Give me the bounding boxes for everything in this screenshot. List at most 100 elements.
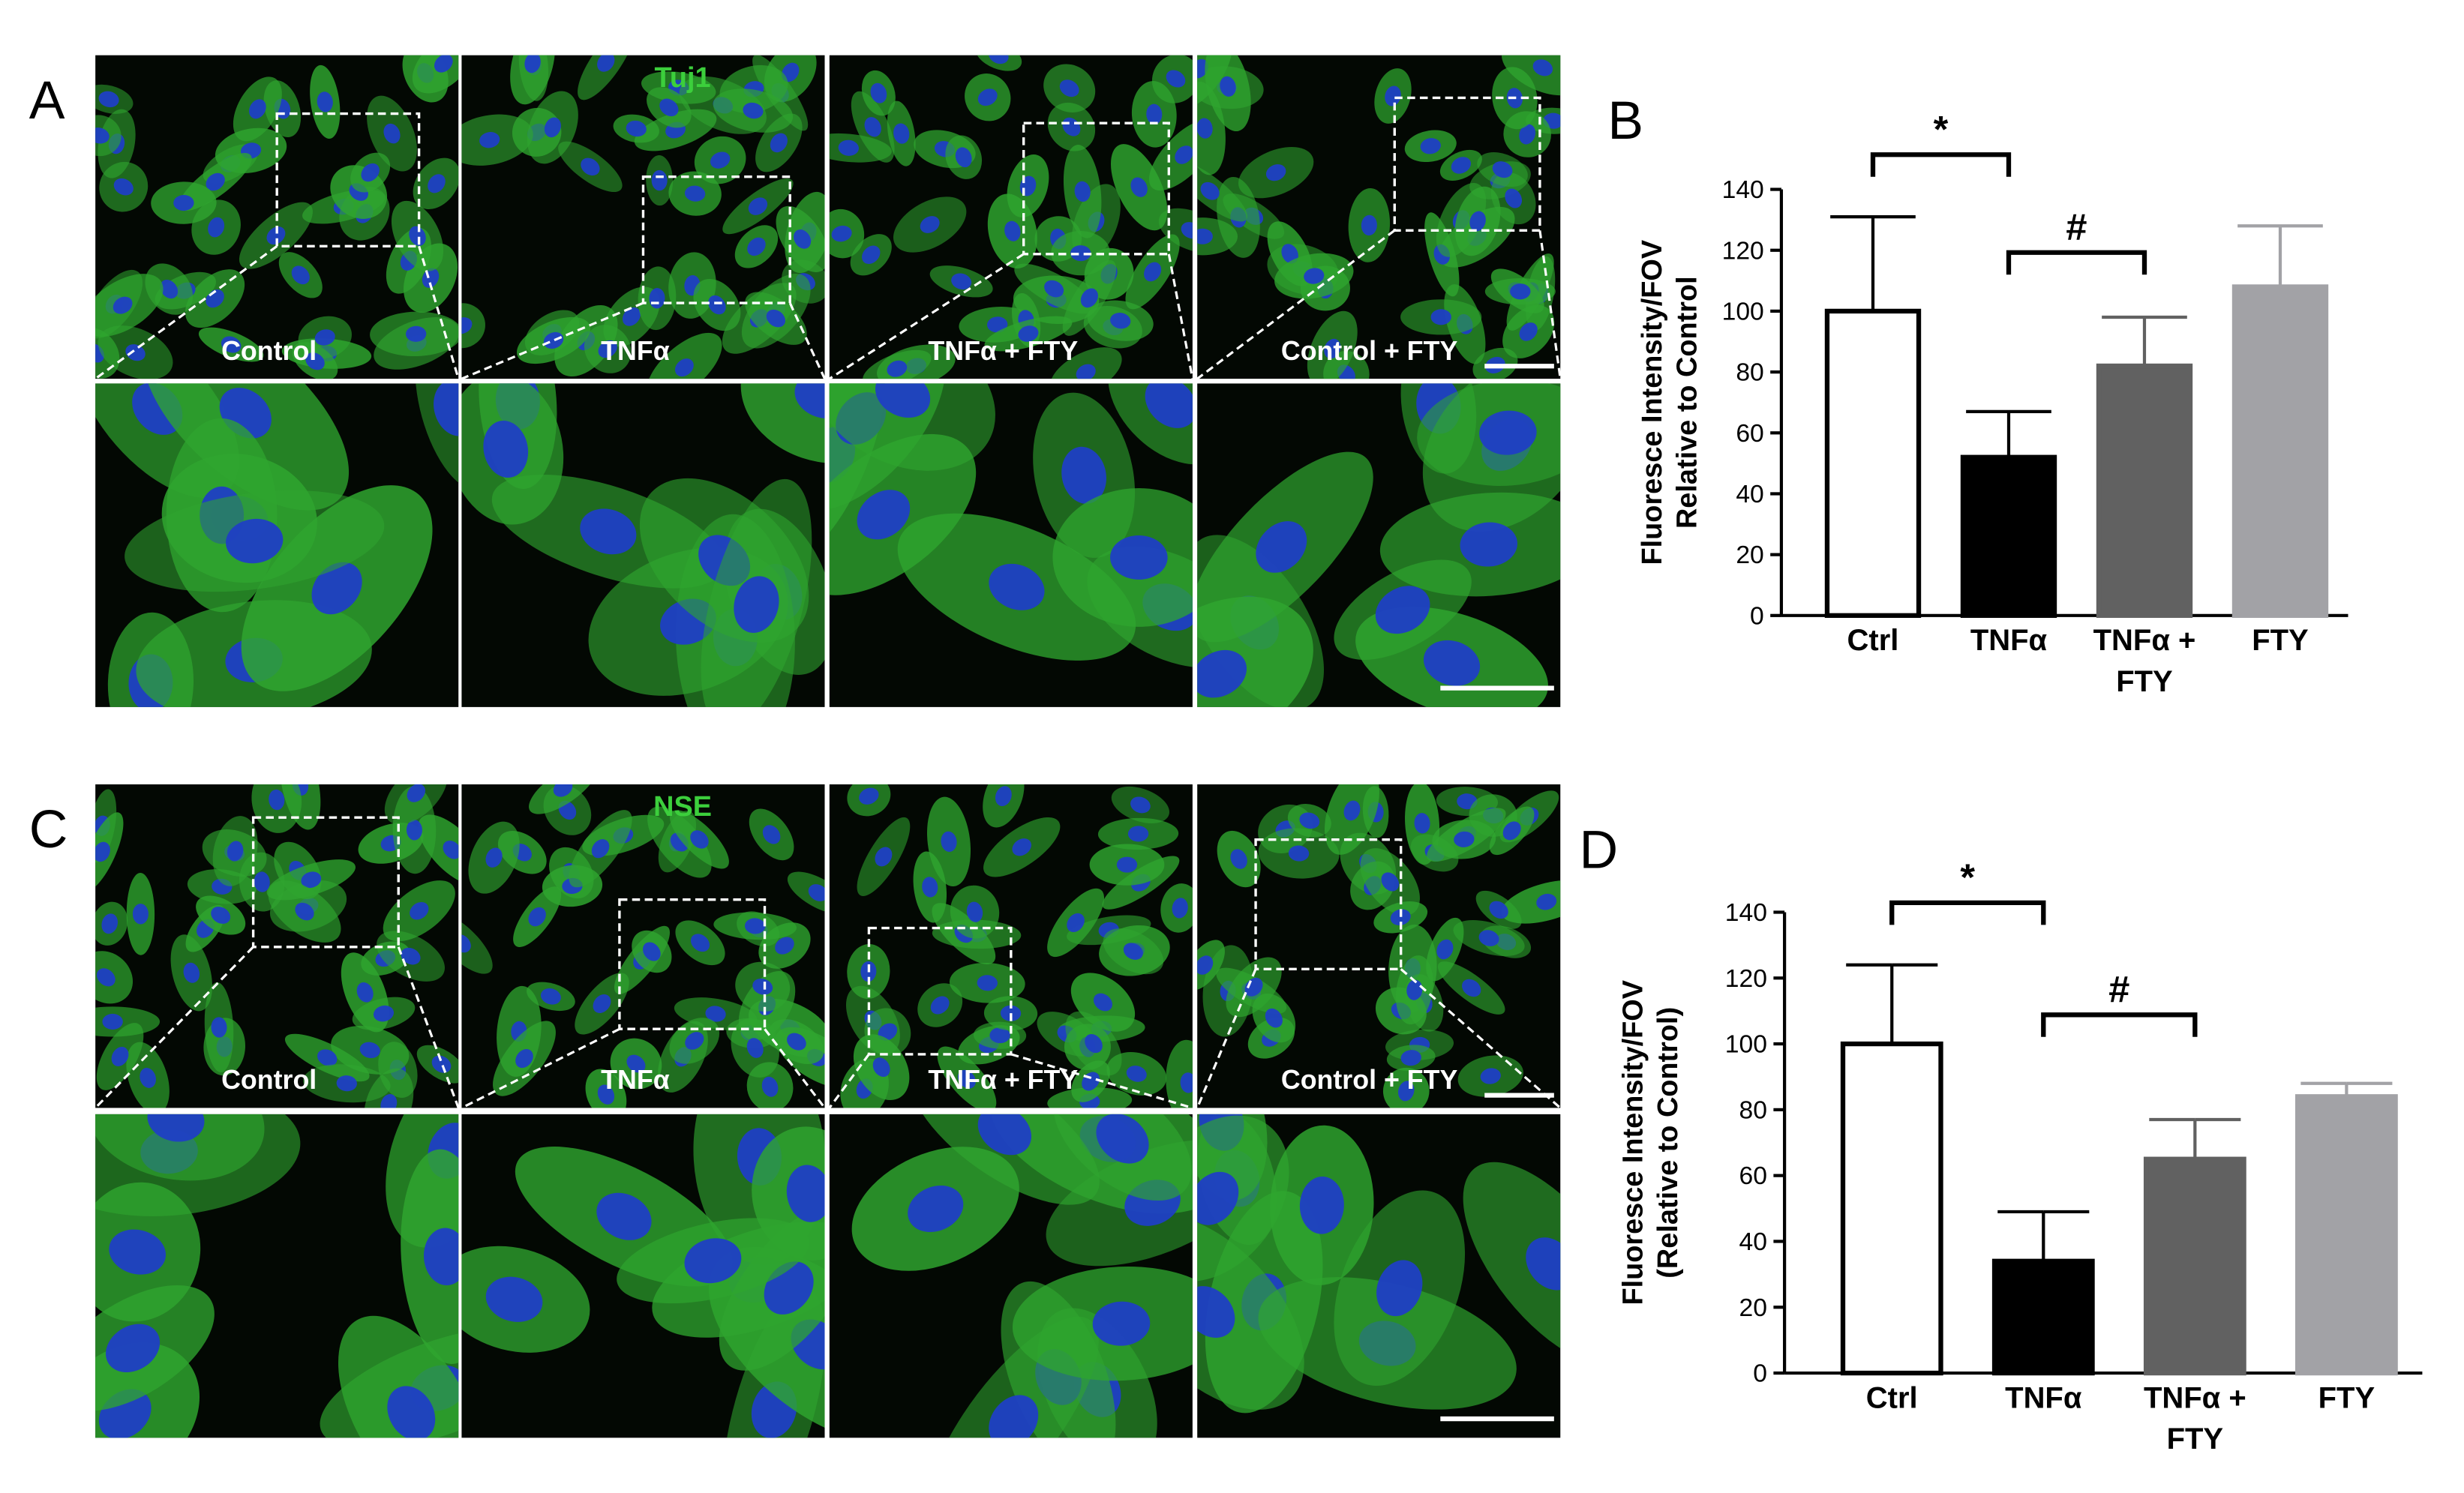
y-tick-label: 0 bbox=[1750, 602, 1764, 630]
nucleus bbox=[1460, 522, 1518, 567]
nucleus bbox=[864, 117, 881, 137]
zoom-line bbox=[418, 245, 460, 379]
y-axis-label: Fluoresce Intensity/FOV bbox=[1618, 980, 1649, 1306]
micrograph bbox=[95, 55, 459, 379]
nucleus bbox=[540, 988, 561, 1005]
nucleus bbox=[580, 508, 637, 555]
nucleus bbox=[872, 1057, 890, 1078]
cells bbox=[461, 55, 825, 379]
x-tick-label-line: TNFα + bbox=[2144, 1381, 2246, 1414]
nucleus bbox=[1381, 872, 1400, 892]
nucleus bbox=[986, 316, 1008, 333]
y-tick-label: 120 bbox=[1722, 237, 1764, 265]
significance-mark: * bbox=[1960, 856, 1975, 898]
nucleus bbox=[1093, 993, 1112, 1012]
zoom-box bbox=[1022, 121, 1170, 256]
nucleus bbox=[1110, 313, 1131, 329]
panel-letter: B bbox=[1607, 91, 1643, 151]
nucleus bbox=[1281, 244, 1298, 264]
nucleus bbox=[1044, 280, 1064, 298]
nucleus bbox=[528, 907, 546, 927]
nucleus bbox=[125, 344, 146, 361]
nucleus bbox=[226, 518, 284, 564]
nucleus bbox=[1430, 309, 1451, 325]
cells bbox=[829, 55, 1193, 379]
nucleus bbox=[401, 947, 421, 965]
nucleus bbox=[744, 918, 766, 934]
nucleus bbox=[1420, 138, 1441, 154]
nucleus bbox=[113, 296, 133, 314]
y-tick-label: 60 bbox=[1739, 1162, 1767, 1190]
nucleus bbox=[1385, 85, 1401, 106]
nucleus bbox=[642, 942, 661, 961]
y-tick-label: 40 bbox=[1739, 1228, 1767, 1256]
nucleus bbox=[95, 127, 110, 144]
bar bbox=[1840, 1041, 1943, 1376]
significance-bracket bbox=[2041, 1012, 2198, 1037]
nucleus bbox=[787, 1033, 806, 1051]
nucleus bbox=[1423, 640, 1481, 686]
nucleus bbox=[249, 99, 266, 119]
nucleus bbox=[423, 1228, 459, 1286]
nucleus bbox=[1519, 322, 1538, 341]
nucleus bbox=[1492, 161, 1513, 178]
nucleus bbox=[1197, 228, 1213, 244]
panel-letter: D bbox=[1580, 820, 1619, 880]
nucleus bbox=[684, 185, 706, 202]
nucleus bbox=[1180, 1072, 1193, 1093]
nucleus bbox=[598, 340, 617, 358]
x-tick-label: TNFα + FTY bbox=[2144, 1381, 2246, 1456]
condition-label: TNFα bbox=[601, 1065, 670, 1095]
nucleus bbox=[1116, 856, 1138, 873]
nucleus bbox=[674, 358, 694, 377]
nucleus bbox=[762, 825, 781, 844]
y-tick-label: 80 bbox=[1739, 1096, 1767, 1124]
nucleus bbox=[581, 157, 600, 176]
nucleus bbox=[524, 55, 541, 73]
significance-bracket bbox=[2006, 250, 2147, 275]
nucleus bbox=[1510, 283, 1531, 300]
zoom-line bbox=[1400, 968, 1562, 1109]
bar bbox=[1824, 308, 1922, 618]
nucleus bbox=[1478, 930, 1499, 946]
cells bbox=[95, 784, 459, 1108]
zoom-line bbox=[788, 302, 826, 379]
nucleus bbox=[132, 904, 149, 925]
nucleus bbox=[1012, 838, 1031, 856]
nucleus bbox=[1299, 1177, 1344, 1234]
nucleus bbox=[1200, 181, 1220, 200]
zoom-box bbox=[641, 175, 791, 304]
y-tick-label: 20 bbox=[1739, 1294, 1767, 1322]
nucleus bbox=[1004, 220, 1021, 241]
nucleus bbox=[875, 383, 931, 418]
nucleus bbox=[173, 195, 194, 211]
nucleus bbox=[1074, 181, 1091, 202]
x-tick-label: Ctrl bbox=[1847, 624, 1899, 657]
nucleus bbox=[211, 907, 231, 924]
nucleus bbox=[930, 996, 950, 1015]
nucleus bbox=[838, 139, 859, 156]
micrograph bbox=[1197, 784, 1561, 1108]
stain-label: NSE bbox=[653, 791, 712, 823]
nucleus bbox=[878, 1023, 898, 1041]
zoom-line bbox=[461, 1027, 620, 1109]
nucleus bbox=[147, 1114, 205, 1142]
nucleus bbox=[1018, 325, 1039, 342]
nucleus bbox=[410, 901, 429, 920]
nucleus bbox=[301, 871, 322, 889]
nucleus bbox=[443, 840, 459, 859]
nucleus bbox=[1361, 214, 1377, 236]
nucleus bbox=[941, 831, 957, 852]
nucleus bbox=[1519, 124, 1536, 145]
micrograph bbox=[461, 784, 825, 1108]
nucleus bbox=[361, 163, 380, 182]
nucleus bbox=[544, 117, 561, 138]
nucleus bbox=[1197, 1286, 1235, 1338]
zoom-box bbox=[1254, 838, 1403, 970]
nucleus bbox=[1299, 812, 1320, 829]
bar bbox=[2096, 363, 2193, 618]
x-tick-label-line: FTY bbox=[2167, 1423, 2224, 1456]
nucleus bbox=[1197, 649, 1247, 698]
x-tick-label: TNFα bbox=[1970, 624, 2048, 657]
nucleus bbox=[1502, 821, 1521, 841]
